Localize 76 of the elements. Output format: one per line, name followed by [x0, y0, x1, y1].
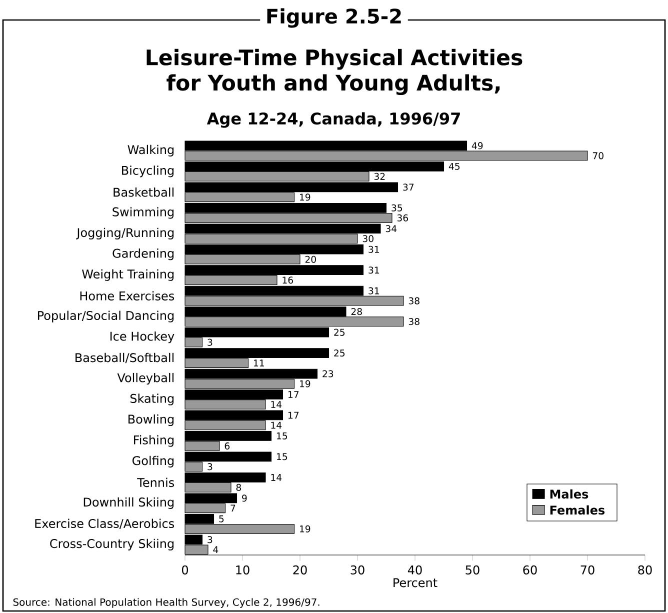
y-tick-label: Skating — [130, 394, 174, 406]
data-label: 31 — [368, 266, 379, 274]
data-label: 11 — [254, 360, 264, 366]
data-label: 45 — [448, 162, 460, 170]
data-label: 7 — [230, 504, 236, 512]
data-label: 31 — [368, 287, 379, 294]
y-tick-label: Swimming — [112, 207, 174, 219]
data-label: 15 — [276, 453, 288, 460]
y-tick-label: Home Exercises — [80, 291, 174, 300]
y-tick-label: Jogging/Running — [76, 228, 174, 240]
y-tick-label: Bowling — [128, 414, 174, 426]
data-label: 20 — [305, 256, 316, 263]
x-tick-label: 60 — [523, 565, 537, 574]
data-label: 34 — [386, 225, 397, 232]
legend-label: Females — [550, 505, 605, 515]
y-tick-label: Fishing — [134, 435, 174, 447]
data-label: 5 — [219, 515, 224, 522]
data-label: 31 — [368, 246, 379, 253]
x-axis-title: Percent — [394, 578, 438, 588]
data-label: 14 — [271, 422, 282, 429]
data-label: 38 — [408, 297, 420, 304]
legend-label: Males — [550, 489, 588, 499]
y-tick-label: Golfing — [132, 456, 174, 468]
y-tick-label: Basketball — [114, 188, 174, 197]
data-label: 3 — [208, 338, 212, 346]
y-tick-label: Exercise Class/Aerobics — [35, 518, 174, 529]
x-tick-label: 80 — [638, 565, 652, 574]
data-label: 15 — [276, 432, 288, 440]
y-tick-label: Cross-Country Skiing — [50, 538, 174, 550]
data-label: 19 — [300, 194, 310, 201]
data-label: 17 — [288, 412, 299, 419]
y-tick-label: Baseball/Softball — [76, 352, 174, 364]
data-label: 28 — [351, 308, 362, 316]
y-tick-label: Gardening — [112, 248, 174, 260]
data-label: 19 — [300, 525, 310, 532]
data-label: 35 — [392, 204, 402, 212]
y-tick-label: Volleyball — [117, 372, 174, 385]
data-label: 6 — [224, 442, 230, 450]
data-label: 3 — [208, 463, 212, 470]
data-label: 25 — [334, 350, 345, 357]
y-tick-label: Popular/Social Dancing — [38, 310, 174, 322]
data-label: 4 — [213, 546, 218, 554]
data-label: 25 — [334, 328, 345, 336]
data-label: 49 — [472, 142, 483, 150]
data-label: 17 — [288, 391, 299, 398]
y-tick-label: Weight Training — [82, 269, 174, 281]
data-label: 19 — [300, 380, 310, 388]
data-label: 32 — [374, 172, 385, 180]
data-label: 3 — [208, 536, 212, 544]
y-tick-label: Bicycling — [122, 166, 174, 178]
data-label: 37 — [403, 184, 414, 191]
x-tick-label: 30 — [350, 565, 364, 574]
x-tick-label: 20 — [293, 565, 307, 574]
data-label: 38 — [408, 318, 420, 326]
x-tick-label: 70 — [580, 565, 594, 574]
y-tick-label: Tennis — [137, 478, 174, 488]
x-tick-label: 0 — [182, 565, 188, 574]
text: Age 12-24, Canada, 1996/97 — [206, 112, 460, 128]
y-tick-label: Walking — [128, 144, 174, 156]
data-label: 16 — [282, 276, 293, 284]
data-label: 70 — [592, 152, 604, 160]
x-tick-label: 40 — [408, 565, 422, 574]
data-label: 14 — [271, 474, 282, 481]
source-note: Source: National Population Health Survey, Cycle 2, 1996/97. — [13, 598, 320, 608]
data-label: 8 — [236, 484, 242, 491]
data-label: 30 — [362, 235, 374, 242]
x-tick-label: 50 — [466, 565, 480, 574]
x-tick-label: 10 — [236, 565, 250, 574]
data-label: 36 — [397, 214, 408, 222]
y-tick-label: Ice Hockey — [110, 331, 174, 344]
data-label: 9 — [242, 494, 247, 502]
y-tick-label: Downhill Skiing — [84, 497, 174, 509]
data-label: 14 — [271, 401, 282, 408]
data-label: 23 — [322, 370, 334, 378]
chart-subtitle: Leisure-Time Physical Activities for Youth and Young Adults, — [146, 48, 522, 96]
chart-title: Figure 2.5-2 — [267, 8, 401, 28]
